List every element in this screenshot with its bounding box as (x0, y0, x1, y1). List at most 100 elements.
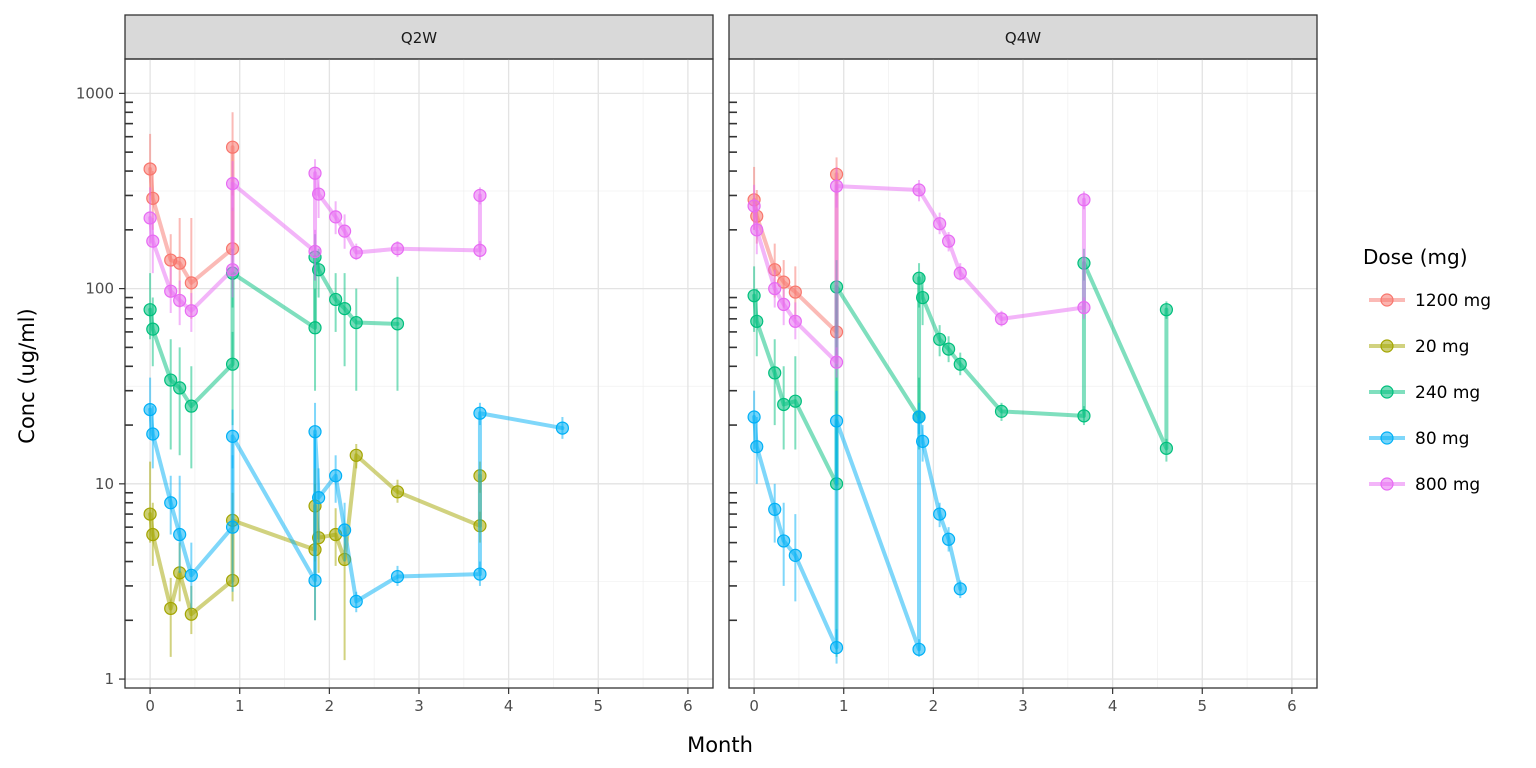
data-point (768, 282, 782, 296)
legend-title: Dose (mg) (1363, 245, 1468, 269)
legend-key-point (1380, 339, 1394, 353)
data-point (473, 188, 487, 203)
data-point (473, 243, 487, 257)
legend-item: 1200 mg (1369, 291, 1491, 311)
panel-label-q4w: Q4W (1005, 29, 1041, 47)
data-point (143, 303, 157, 317)
y-axis: 1 10 100 1000 (76, 84, 125, 688)
x-tick-label: 2 (929, 697, 939, 715)
data-point (308, 166, 322, 180)
series-800-mg (747, 166, 1091, 378)
legend-key-point (1380, 477, 1394, 491)
data-point (173, 527, 187, 542)
x-tick-label: 3 (414, 697, 424, 715)
data-point (390, 317, 405, 331)
legend-key-point (1380, 431, 1394, 445)
series-80-mg (143, 377, 570, 621)
y-tick-label: 1000 (76, 84, 114, 102)
data-point (953, 357, 967, 371)
data-point (143, 162, 157, 176)
data-point (146, 427, 160, 441)
data-point (308, 321, 322, 335)
data-point (329, 469, 343, 483)
data-point (329, 292, 343, 307)
y-tick-label: 10 (95, 475, 114, 493)
data-point (312, 187, 326, 201)
legend: Dose (mg) 1200 mg 20 mg 240 mg 80 mg 800 mg (1363, 245, 1491, 495)
legend-label: 20 mg (1415, 337, 1469, 357)
x-axis-title: Month (687, 733, 753, 757)
data-point (933, 217, 947, 231)
data-point (750, 314, 764, 328)
x-tick-label: 3 (1018, 697, 1028, 715)
data-point (942, 532, 956, 546)
legend-item: 20 mg (1369, 337, 1469, 357)
data-point (747, 289, 761, 303)
data-point (143, 403, 157, 417)
data-point (777, 275, 791, 289)
data-point (768, 366, 782, 380)
data-point (1077, 300, 1091, 315)
data-point (747, 199, 761, 213)
x-tick-label: 2 (325, 697, 335, 715)
data-point (750, 440, 764, 454)
data-point (164, 496, 178, 510)
data-point (933, 332, 947, 346)
data-point (747, 410, 761, 424)
data-point (338, 523, 352, 537)
data-point (308, 573, 322, 588)
data-point (916, 290, 930, 305)
data-point (1159, 303, 1174, 317)
data-point (933, 507, 947, 521)
data-point (349, 315, 363, 330)
legend-item: 800 mg (1369, 475, 1480, 495)
data-point (143, 507, 157, 521)
data-point (912, 410, 926, 424)
data-point (555, 421, 570, 435)
data-point (994, 312, 1009, 326)
series-80-mg (747, 390, 967, 664)
data-point (953, 266, 967, 280)
data-point (390, 485, 405, 499)
data-point (225, 520, 240, 534)
data-point (942, 342, 956, 356)
data-point (312, 491, 326, 505)
y-tick-label: 1 (104, 670, 114, 688)
data-point (225, 177, 240, 191)
data-point (338, 301, 352, 316)
data-point (829, 355, 844, 369)
x-tick-label: 5 (593, 697, 603, 715)
panel-q4w: Q4W 0 1 2 3 4 5 6 (728, 14, 1318, 715)
data-point (916, 434, 930, 448)
x-tick-label: 0 (749, 697, 759, 715)
data-point (146, 527, 160, 542)
data-point (338, 224, 352, 238)
x-tick-label: 5 (1197, 697, 1207, 715)
data-point (777, 297, 791, 312)
data-point (953, 582, 967, 596)
data-point (225, 263, 240, 277)
data-point (164, 373, 178, 387)
data-point (164, 284, 178, 298)
panel-label-q2w: Q2W (401, 29, 437, 47)
legend-item: 80 mg (1369, 429, 1469, 449)
data-point (777, 397, 791, 412)
data-point (225, 429, 240, 443)
data-point (750, 223, 764, 237)
data-point (173, 256, 187, 270)
data-point (173, 381, 187, 395)
data-point (390, 242, 405, 256)
data-point (329, 210, 343, 224)
x-tick-label: 6 (683, 697, 693, 715)
data-point (1077, 193, 1091, 207)
data-point (146, 234, 160, 248)
legend-label: 80 mg (1415, 429, 1469, 449)
data-point (788, 394, 802, 408)
data-point (390, 569, 405, 584)
data-point (788, 285, 802, 299)
x-tick-label: 1 (839, 697, 849, 715)
y-axis-title: Conc (ug/ml) (15, 308, 39, 443)
x-tick-label: 1 (235, 697, 245, 715)
data-point (146, 322, 160, 336)
